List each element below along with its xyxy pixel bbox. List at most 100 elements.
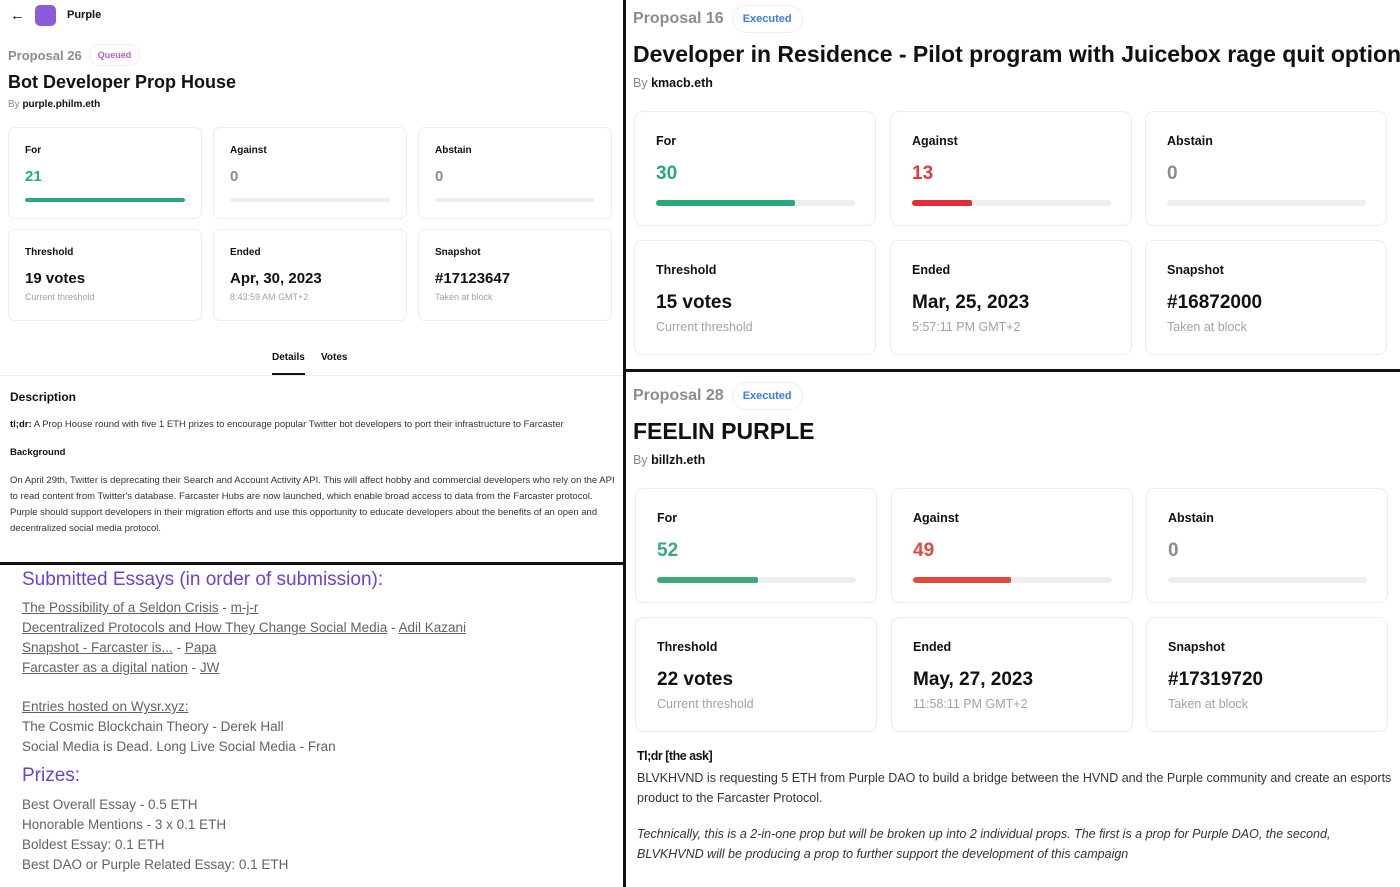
proposal-title: FEELIN PURPLE <box>633 418 815 444</box>
against-count: 49 <box>913 540 935 561</box>
tab-details[interactable]: Details <box>272 352 305 375</box>
author-link[interactable]: billzh.eth <box>651 453 706 467</box>
arrow-left-icon[interactable]: ← <box>10 6 25 24</box>
tldr-text: A Prop House round with five 1 ETH prize… <box>31 419 564 430</box>
status-badge: Executed <box>731 382 803 410</box>
background-paragraph: On April 29th, Twitter is deprecating th… <box>10 475 615 534</box>
proposal-16-panel: Proposal 16 Executed Developer in Reside… <box>626 0 1400 370</box>
dao-logo[interactable] <box>35 4 56 26</box>
against-votes-card: Against 49 <box>891 488 1133 603</box>
ended-date: Apr, 30, 2023 <box>230 270 322 287</box>
essay-author-link[interactable]: Papa <box>184 640 217 655</box>
card-label: For <box>25 145 42 156</box>
background-heading: Background <box>10 447 66 458</box>
ended-card: Ended May, 27, 2023 11:58:11 PM GMT+2 <box>891 617 1133 732</box>
dao-name[interactable]: Purple <box>67 9 102 21</box>
snapshot-block[interactable]: #16872000 <box>1167 292 1263 313</box>
snapshot-sub: Taken at block <box>1168 697 1248 711</box>
proposal-title: Developer in Residence - Pilot program w… <box>633 41 1400 67</box>
threshold-sub: Current threshold <box>25 292 95 302</box>
essay-title-link[interactable]: Snapshot - Farcaster is... <box>22 640 173 655</box>
snapshot-card: Snapshot #16872000 Taken at block <box>1145 240 1387 355</box>
ended-time: 5:57:11 PM GMT+2 <box>912 320 1021 334</box>
snapshot-block[interactable]: #17123647 <box>435 270 511 287</box>
proposal-header: Proposal 28 Executed <box>633 382 803 410</box>
for-progress-bar <box>25 198 185 202</box>
prize-item: Best Overall Essay - 0.5 ETH <box>22 797 198 812</box>
essay-item: Decentralized Protocols and How They Cha… <box>22 618 612 638</box>
proposal-26-panel: ← Purple Proposal 26 Queued Bot Develope… <box>0 0 623 563</box>
for-votes-card: For 52 <box>635 488 877 603</box>
essay-item: Farcaster as a digital nation - JW <box>22 658 612 678</box>
ended-time: 8:43:59 AM GMT+2 <box>230 292 309 302</box>
card-label: Against <box>912 134 958 148</box>
proposal-author: By kmacb.eth <box>633 76 713 90</box>
top-bar: ← Purple <box>10 4 101 26</box>
card-label: Threshold <box>657 640 718 654</box>
threshold-value: 22 votes <box>657 669 734 690</box>
abstain-progress-bar <box>1168 577 1367 583</box>
against-votes-card: Against 0 <box>213 127 407 219</box>
card-label: Abstain <box>1168 511 1214 525</box>
author-link[interactable]: kmacb.eth <box>651 76 713 90</box>
abstain-count: 0 <box>1167 163 1178 184</box>
proposal-header: Proposal 26 Queued <box>8 44 141 66</box>
against-progress-bar <box>913 577 1112 583</box>
ended-card: Ended Apr, 30, 2023 8:43:59 AM GMT+2 <box>213 229 407 321</box>
proposal-tabs: Details Votes <box>0 350 623 376</box>
card-label: Snapshot <box>1167 263 1224 277</box>
against-progress-fill <box>912 200 972 206</box>
essays-panel: Submitted Essays (in order of submission… <box>0 565 623 887</box>
for-progress-fill <box>657 577 759 583</box>
against-count: 0 <box>230 168 239 185</box>
against-progress-bar <box>230 198 390 202</box>
for-count: 21 <box>25 168 42 185</box>
for-progress-bar <box>657 577 856 583</box>
tab-votes[interactable]: Votes <box>321 352 348 363</box>
essay-title-link[interactable]: The Possibility of a Seldon Crisis <box>22 600 219 615</box>
prize-item: Honorable Mentions - 3 x 0.1 ETH <box>22 817 227 832</box>
snapshot-sub: Taken at block <box>435 292 493 302</box>
proposal-28-panel: Proposal 28 Executed FEELIN PURPLE By bi… <box>626 372 1400 887</box>
essay-author-link[interactable]: m-j-r <box>230 600 259 615</box>
prizes-heading: Prizes: <box>22 765 81 786</box>
essay-author-link[interactable]: Adil Kazani <box>398 620 467 635</box>
card-label: Threshold <box>656 263 717 277</box>
proposal-author: By purple.philm.eth <box>8 99 100 110</box>
threshold-card: Threshold 19 votes Current threshold <box>8 229 202 321</box>
threshold-value: 19 votes <box>25 270 86 287</box>
author-link[interactable]: purple.philm.eth <box>22 99 101 110</box>
card-label: Against <box>913 511 959 525</box>
essay-title-link[interactable]: Farcaster as a digital nation <box>22 660 188 675</box>
proposal-author: By billzh.eth <box>633 453 705 467</box>
for-progress-fill <box>656 200 796 206</box>
status-badge: Executed <box>731 5 803 33</box>
proposal-number: Proposal 28 <box>633 387 724 404</box>
snapshot-sub: Taken at block <box>1167 320 1247 334</box>
against-count: 13 <box>912 163 934 184</box>
prize-item: Boldest Essay: 0.1 ETH <box>22 837 165 852</box>
proposal-number: Proposal 16 <box>633 10 724 27</box>
threshold-sub: Current threshold <box>657 697 754 711</box>
tldr-paragraph: tl;dr: A Prop House round with five 1 ET… <box>10 417 615 433</box>
proposal-number: Proposal 26 <box>8 47 82 63</box>
essays-heading: Submitted Essays (in order of submission… <box>22 569 384 590</box>
for-votes-card: For 30 <box>634 111 876 226</box>
essay-author-link[interactable]: JW <box>199 660 220 675</box>
wysr-entry: The Cosmic Blockchain Theory - Derek Hal… <box>22 719 284 734</box>
abstain-count: 0 <box>1168 540 1179 561</box>
snapshot-block[interactable]: #17319720 <box>1168 669 1264 690</box>
proposal-header: Proposal 16 Executed <box>633 5 803 33</box>
wysr-link[interactable]: Entries hosted on Wysr.xyz: <box>22 699 189 714</box>
ended-date: Mar, 25, 2023 <box>912 292 1030 313</box>
by-prefix: By <box>633 76 648 90</box>
snapshot-card: Snapshot #17123647 Taken at block <box>418 229 612 321</box>
abstain-progress-bar <box>435 198 595 202</box>
abstain-votes-card: Abstain 0 <box>1146 488 1388 603</box>
ended-time: 11:58:11 PM GMT+2 <box>913 697 1028 711</box>
essay-title-link[interactable]: Decentralized Protocols and How They Cha… <box>22 620 388 635</box>
threshold-sub: Current threshold <box>656 320 753 334</box>
separator: - <box>387 620 399 635</box>
for-progress-fill <box>25 198 185 202</box>
proposal-title: Bot Developer Prop House <box>8 72 237 92</box>
